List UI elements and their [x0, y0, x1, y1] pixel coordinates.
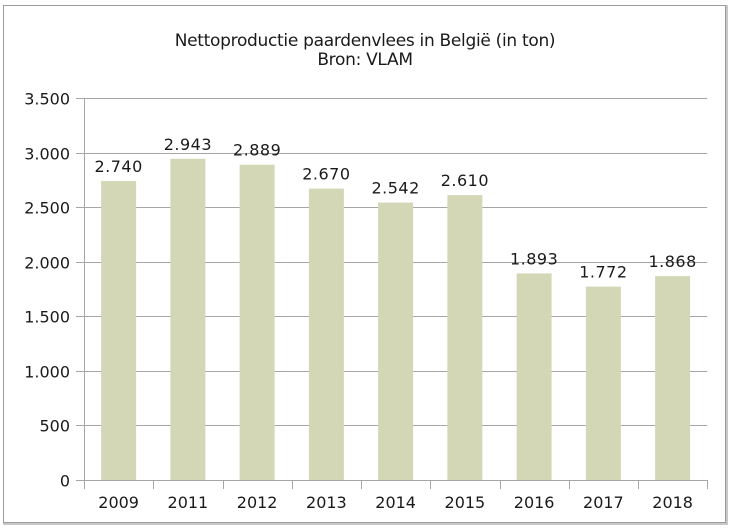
- data-label: 2.889: [233, 141, 281, 160]
- y-tick-label: 1.000: [24, 363, 70, 382]
- data-label: 1.772: [579, 263, 627, 282]
- data-label: 2.542: [371, 179, 419, 198]
- data-label: 1.868: [648, 252, 696, 271]
- x-tick-label: 2015: [445, 493, 486, 512]
- x-tick-label: 2017: [583, 493, 624, 512]
- chart-subtitle: Bron: VLAM: [317, 50, 413, 70]
- x-tick-label: 2013: [306, 493, 347, 512]
- bar-2018: [655, 276, 691, 480]
- x-tick-label: 2016: [514, 493, 555, 512]
- bar-2012: [239, 164, 275, 480]
- x-tick-label: 2012: [237, 493, 278, 512]
- x-tick-label: 2011: [168, 493, 209, 512]
- x-tick-label: 2009: [98, 493, 139, 512]
- data-label: 2.943: [164, 135, 212, 154]
- x-tick-label: 2014: [375, 493, 416, 512]
- bar-2009: [101, 180, 137, 480]
- data-label: 1.893: [510, 249, 558, 268]
- frame-shadow: [726, 5, 728, 525]
- chart-title: Nettoproductie paardenvlees in België (i…: [174, 31, 556, 51]
- y-tick-label: 500: [39, 417, 70, 436]
- y-tick-label: 2.000: [24, 254, 70, 273]
- bar-2011: [170, 158, 206, 480]
- bar-2016: [516, 273, 552, 480]
- chart-title-block: Nettoproductie paardenvlees in België (i…: [0, 32, 730, 70]
- x-tick-label: 2018: [652, 493, 693, 512]
- data-label: 2.740: [94, 157, 142, 176]
- bar-2014: [378, 202, 414, 481]
- y-tick-label: 0: [60, 472, 70, 491]
- bar-2015: [447, 195, 483, 480]
- data-label: 2.610: [441, 171, 489, 190]
- y-tick-label: 3.500: [24, 90, 70, 109]
- y-tick-label: 1.500: [24, 308, 70, 327]
- y-tick-label: 3.000: [24, 145, 70, 164]
- data-label: 2.670: [302, 165, 350, 184]
- bar-2017: [585, 286, 621, 480]
- bar-2013: [308, 188, 344, 481]
- frame-shadow: [3, 523, 728, 525]
- y-tick-label: 2.500: [24, 199, 70, 218]
